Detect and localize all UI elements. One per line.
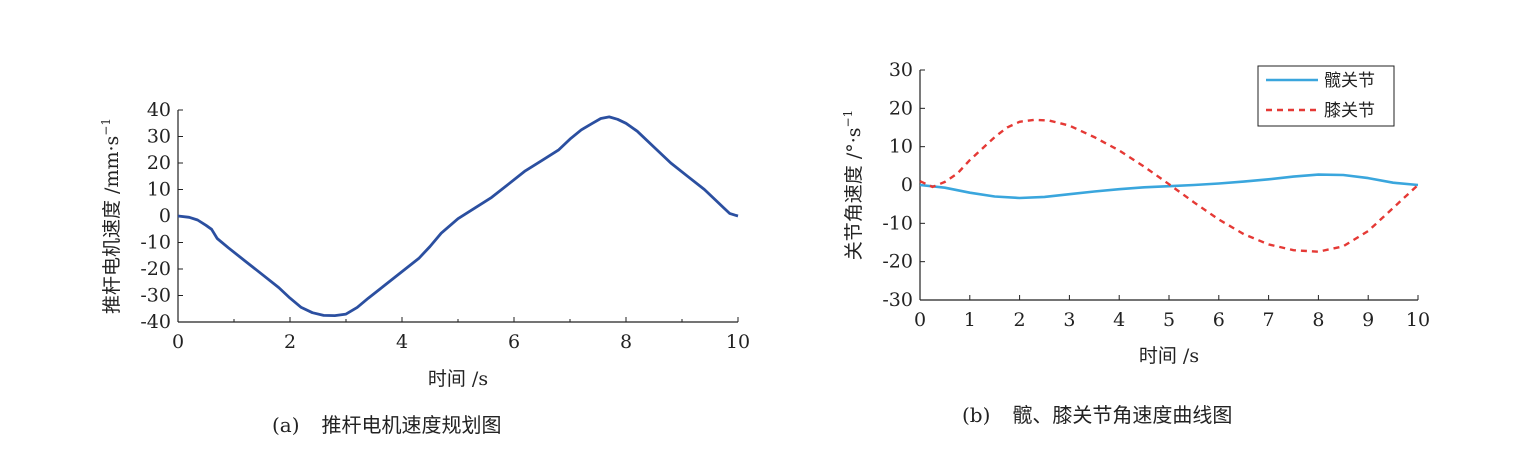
chart-b-x-tick-label: 7 [1263, 309, 1275, 331]
chart-b-caption-tag: (b) [962, 403, 990, 427]
chart-a-y-tick-label: -30 [140, 285, 171, 307]
chart-a-x-tick-label: 6 [508, 331, 520, 353]
chart-b-y-tick-label: -10 [882, 212, 913, 234]
chart-b-x-tick-label: 3 [1063, 309, 1075, 331]
chart-a-y-tick-label: 0 [159, 205, 171, 227]
chart-a-x-ticks: 0 2 4 6 8 10 [172, 317, 750, 353]
chart-a: 40 30 20 10 0 -10 -20 -30 -40 0 2 4 6 8 10 时间 /s 推杆电机… [99, 99, 750, 437]
chart-a-y-tick-label: -10 [140, 232, 171, 254]
chart-a-y-ticks: 40 30 20 10 0 -10 -20 -30 -40 [140, 99, 183, 333]
chart-a-x-tick-label: 0 [172, 331, 184, 353]
chart-a-y-tick-label: 10 [147, 179, 171, 201]
chart-b-x-tick-label: 2 [1014, 309, 1026, 331]
chart-b-y-tick-label: 30 [889, 59, 913, 81]
chart-b-caption: (b) 髋、膝关节角速度曲线图 [962, 403, 1232, 427]
chart-b-legend-hip-label: 髋关节 [1324, 71, 1375, 91]
chart-a-y-tick-label: -40 [140, 311, 171, 333]
chart-a-series-line [177, 115, 739, 317]
chart-a-ylabel-main: 推杆电机速度 /mm·s [101, 136, 123, 314]
chart-a-x-tick-label: 4 [396, 331, 408, 353]
chart-a-x-tick-label: 2 [284, 331, 296, 353]
chart-a-x-tick-label: 8 [620, 331, 632, 353]
chart-b-legend-knee-label: 膝关节 [1324, 101, 1375, 121]
chart-a-caption-text: 推杆电机速度规划图 [322, 413, 502, 437]
chart-b-x-tick-label: 5 [1163, 309, 1175, 331]
chart-b-x-ticks: 0 1 2 3 4 5 6 7 8 9 10 [914, 295, 1430, 331]
chart-b-y-tick-label: 0 [901, 174, 913, 196]
chart-a-ylabel-sup: −1 [99, 118, 113, 136]
chart-b-legend: 髋关节 膝关节 [1257, 65, 1395, 127]
chart-b-legend-box [1257, 65, 1395, 127]
chart-b-y-tick-label: -20 [882, 251, 913, 273]
chart-b-y-tick-label: 10 [889, 136, 913, 158]
chart-b-y-tick-label: -30 [882, 289, 913, 311]
chart-b-x-tick-label: 8 [1312, 309, 1324, 331]
chart-a-x-tick-label: 10 [726, 331, 750, 353]
chart-a-caption-tag: (a) [272, 413, 300, 437]
chart-a-y-tick-label: 20 [147, 152, 171, 174]
chart-b-xlabel: 时间 /s [1139, 345, 1199, 367]
chart-b-ylabel-sup: −1 [841, 110, 855, 128]
chart-b-y-tick-label: 20 [889, 97, 913, 119]
chart-b-y-ticks: 30 20 10 0 -10 -20 -30 [882, 59, 925, 311]
chart-a-y-tick-label: 40 [147, 99, 171, 121]
chart-b-x-tick-label: 6 [1213, 309, 1225, 331]
chart-b: 30 20 10 0 -10 -20 -30 0 1 2 3 4 5 6 7 8 9 10 时间 /s 关节角速… [841, 59, 1430, 427]
chart-b-ylabel-main: 关节角速度 /°·s [843, 127, 865, 260]
chart-a-xlabel: 时间 /s [428, 368, 488, 390]
chart-a-caption: (a) 推杆电机速度规划图 [272, 413, 502, 437]
chart-b-x-tick-label: 4 [1113, 309, 1125, 331]
chart-a-ylabel: 推杆电机速度 /mm·s−1 [99, 118, 123, 314]
chart-b-x-tick-label: 9 [1362, 309, 1374, 331]
chart-b-caption-text: 髋、膝关节角速度曲线图 [1012, 403, 1232, 427]
chart-b-x-tick-label: 1 [964, 309, 976, 331]
chart-b-x-tick-label: 0 [914, 309, 926, 331]
chart-b-series-knee-line [919, 118, 1419, 253]
chart-a-y-tick-label: 30 [147, 126, 171, 148]
chart-b-series-hip-line [919, 173, 1419, 200]
chart-b-x-tick-label: 10 [1406, 309, 1430, 331]
chart-a-y-tick-label: -20 [140, 258, 171, 280]
chart-b-ylabel: 关节角速度 /°·s−1 [841, 110, 865, 260]
